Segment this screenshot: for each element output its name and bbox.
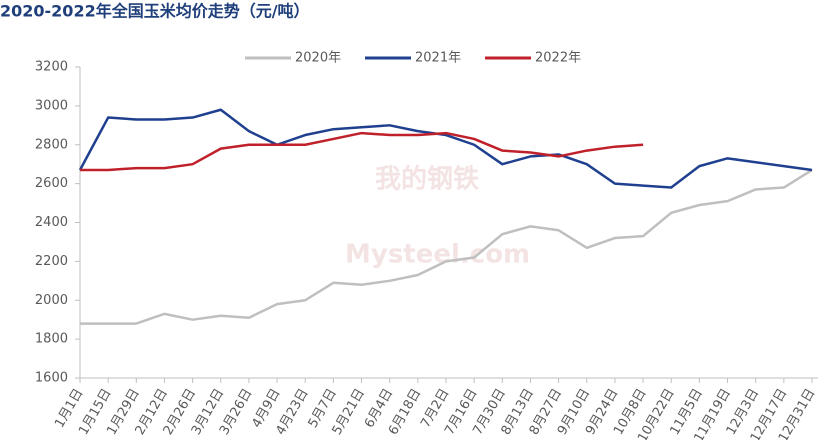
legend-label: 2020年 xyxy=(295,51,341,66)
y-tick-label: 2000 xyxy=(35,293,68,308)
y-tick-label: 1600 xyxy=(35,371,68,386)
y-tick-label: 1800 xyxy=(35,332,68,347)
series-line xyxy=(80,131,644,172)
y-tick-label: 2800 xyxy=(35,137,68,152)
y-tick-label: 2400 xyxy=(35,215,68,230)
y-tick-label: 2200 xyxy=(35,254,68,269)
legend-label: 2021年 xyxy=(415,51,461,66)
chart-title: 2020-2022年全国玉米均价走势（元/吨） xyxy=(0,2,310,21)
legend-label: 2022年 xyxy=(535,51,581,66)
y-tick-label: 2600 xyxy=(35,176,68,191)
y-tick-label: 3000 xyxy=(35,98,68,113)
series-line xyxy=(80,168,813,325)
watermark: 我的钢铁 xyxy=(375,164,479,195)
series-line xyxy=(78,108,813,189)
y-tick-label: 3200 xyxy=(35,60,68,75)
